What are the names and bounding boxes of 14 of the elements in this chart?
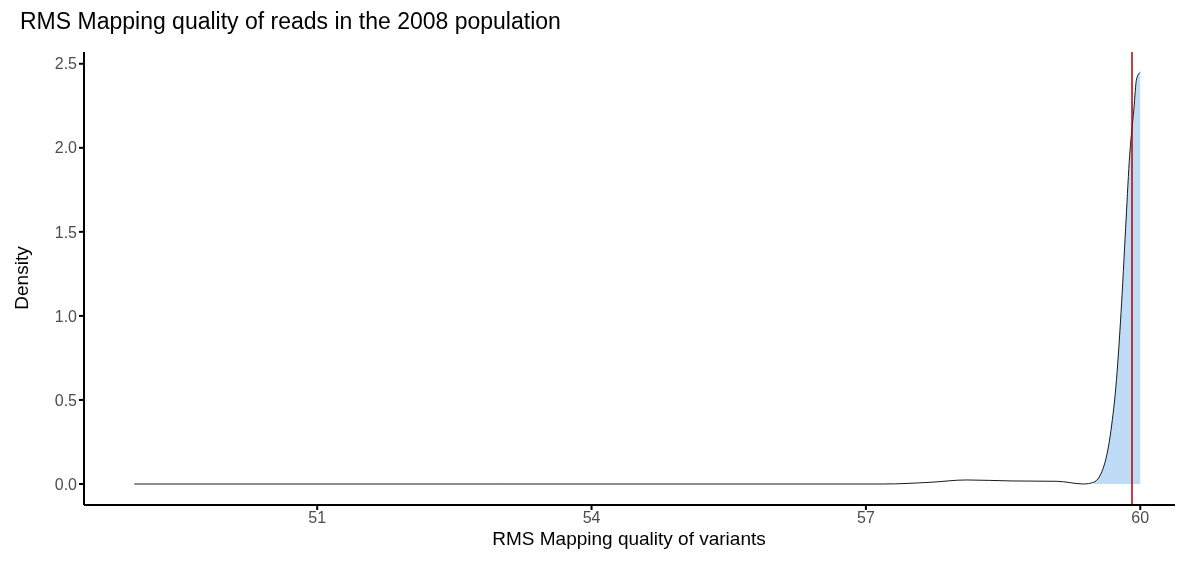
line-series: [133, 71, 1141, 485]
y-tick-label: 1.0: [54, 307, 78, 325]
chart-title: RMS Mapping quality of reads in the 2008 population: [20, 8, 561, 35]
y-axis-title: Density: [11, 246, 33, 310]
x-axis-title: RMS Mapping quality of variants: [492, 528, 766, 550]
x-tick-label: 60: [1131, 509, 1150, 527]
y-tick-label: 0.5: [54, 391, 78, 409]
x-tick-label: 57: [857, 509, 875, 527]
x-tick-label: 51: [308, 509, 327, 527]
y-tick-label: 2.0: [54, 139, 78, 157]
y-tick-label: 1.5: [54, 223, 78, 241]
y-tick-label: 0.0: [54, 475, 78, 493]
x-tick-label: 54: [582, 509, 601, 527]
y-tick-label: 2.5: [54, 55, 78, 73]
